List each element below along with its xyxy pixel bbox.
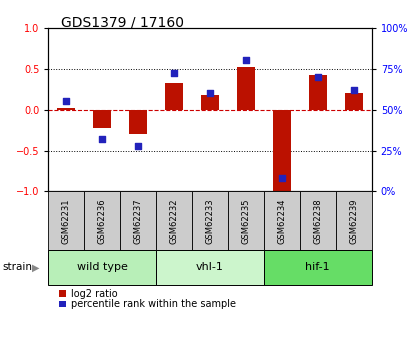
Text: ▶: ▶ [32, 263, 39, 272]
Text: GDS1379 / 17160: GDS1379 / 17160 [61, 16, 184, 30]
Bar [48, 191, 84, 250]
Bar [264, 250, 372, 285]
Bar [57, 108, 75, 110]
Text: strain: strain [2, 263, 32, 272]
Bar [345, 93, 363, 110]
Bar [300, 191, 336, 250]
Bar [129, 110, 147, 134]
Text: GSM62233: GSM62233 [205, 198, 215, 244]
Point [315, 74, 321, 80]
Text: GSM62239: GSM62239 [349, 198, 358, 244]
Point [278, 176, 285, 181]
Point [350, 87, 357, 92]
Bar [156, 191, 192, 250]
Bar [264, 191, 300, 250]
Point [99, 136, 105, 142]
Bar [336, 191, 372, 250]
Point [243, 58, 249, 63]
Bar [156, 250, 264, 285]
Text: GSM62235: GSM62235 [241, 198, 250, 244]
Text: GSM62231: GSM62231 [62, 198, 71, 244]
Text: vhl-1: vhl-1 [196, 263, 224, 272]
Bar [93, 110, 111, 128]
Text: GSM62234: GSM62234 [277, 198, 286, 244]
Text: percentile rank within the sample: percentile rank within the sample [71, 299, 236, 309]
Point [135, 143, 142, 148]
Text: GSM62237: GSM62237 [134, 198, 143, 244]
Bar [237, 67, 255, 110]
Bar [84, 191, 120, 250]
Bar [201, 95, 219, 110]
Point [63, 99, 70, 104]
Text: GSM62236: GSM62236 [98, 198, 107, 244]
Text: log2 ratio: log2 ratio [71, 289, 117, 299]
Point [207, 90, 213, 96]
Text: GSM62238: GSM62238 [313, 198, 322, 244]
Bar [48, 250, 156, 285]
Bar [273, 110, 291, 193]
Bar [192, 191, 228, 250]
Text: GSM62232: GSM62232 [170, 198, 178, 244]
Text: hif-1: hif-1 [305, 263, 330, 272]
Bar [120, 191, 156, 250]
Bar [228, 191, 264, 250]
Point [171, 71, 177, 76]
Bar [309, 75, 327, 110]
Text: wild type: wild type [77, 263, 128, 272]
Bar [165, 83, 183, 110]
